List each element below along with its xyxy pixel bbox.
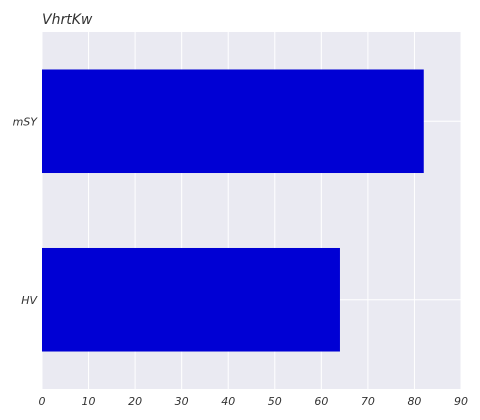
x-axis-ticks: 0 10 20 30 40 50 60 70 80 90	[39, 395, 469, 408]
y-tick-label: HV	[21, 294, 38, 307]
bars	[42, 69, 424, 352]
y-tick-label: mSY	[13, 115, 39, 128]
bar-HV	[42, 247, 340, 352]
x-tick-label: 50	[268, 395, 282, 408]
y-axis-ticks: mSY HV	[13, 115, 39, 307]
bar-mSY	[42, 69, 424, 174]
x-tick-label: 0	[39, 395, 46, 408]
x-tick-label: 60	[314, 395, 328, 408]
x-tick-label: 90	[454, 395, 468, 408]
x-tick-label: 40	[221, 395, 235, 408]
x-tick-label: 10	[82, 395, 96, 408]
x-tick-label: 80	[407, 395, 421, 408]
chart-title: VhrtKw	[42, 12, 93, 28]
x-tick-label: 30	[175, 395, 189, 408]
x-tick-label: 70	[361, 395, 375, 408]
x-tick-label: 20	[128, 395, 142, 408]
